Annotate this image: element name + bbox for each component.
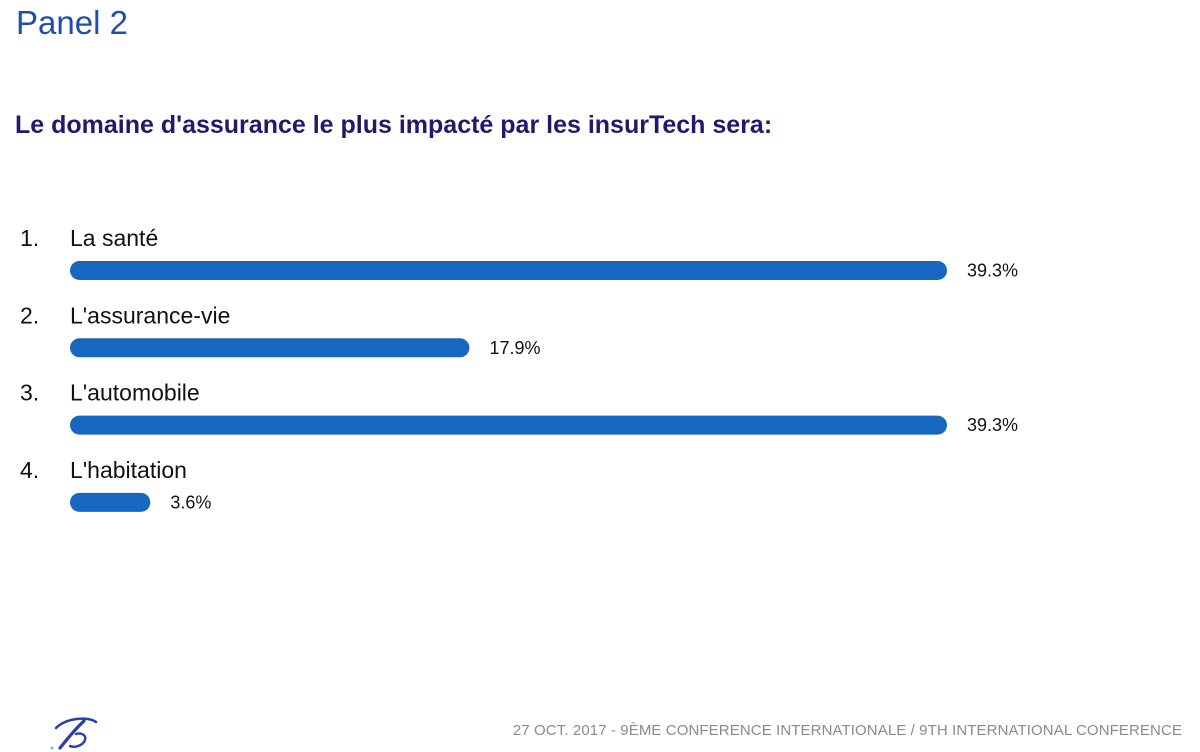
bar (70, 492, 151, 512)
panel-title: Panel 2 (16, 4, 128, 41)
category-number: 2. (20, 302, 39, 328)
footer-text: 27 OCT. 2017 - 9ÈME CONFERENCE INTERNATI… (512, 722, 1182, 739)
data-label: 3.6% (170, 492, 211, 512)
category-label: L'assurance-vie (70, 302, 230, 328)
data-label: 17.9% (489, 338, 540, 358)
category-number: 1. (20, 225, 39, 251)
category-number: 3. (20, 380, 39, 406)
category-label: L'automobile (70, 380, 200, 406)
bar (70, 338, 470, 358)
question-title: Le domaine d'assurance le plus impacté p… (15, 111, 773, 139)
category-label: La santé (70, 225, 158, 251)
bar (70, 261, 947, 280)
category-number: 4. (20, 457, 39, 483)
data-label: 39.3% (967, 415, 1018, 435)
bar (70, 415, 947, 435)
conference-logo-icon (50, 717, 98, 750)
data-label: 39.3% (967, 261, 1018, 281)
category-label: L'habitation (70, 457, 187, 483)
